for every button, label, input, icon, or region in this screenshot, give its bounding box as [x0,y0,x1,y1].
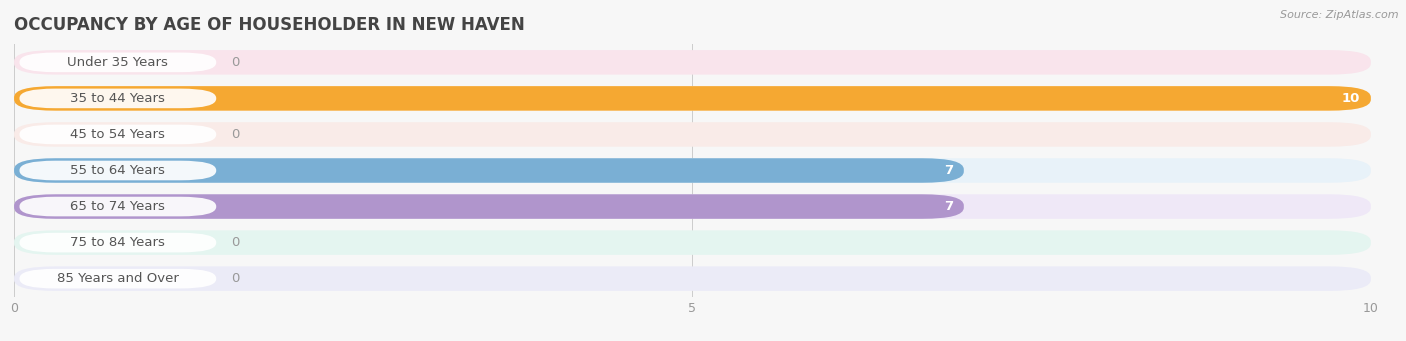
FancyBboxPatch shape [14,266,1371,291]
Text: 0: 0 [231,128,239,141]
FancyBboxPatch shape [14,86,1371,111]
FancyBboxPatch shape [20,161,217,180]
Text: 65 to 74 Years: 65 to 74 Years [70,200,166,213]
Text: 35 to 44 Years: 35 to 44 Years [70,92,166,105]
Text: 0: 0 [231,56,239,69]
Text: 85 Years and Over: 85 Years and Over [56,272,179,285]
Text: Under 35 Years: Under 35 Years [67,56,169,69]
Text: 75 to 84 Years: 75 to 84 Years [70,236,166,249]
Text: 0: 0 [231,272,239,285]
Text: 10: 10 [1341,92,1360,105]
FancyBboxPatch shape [20,233,217,252]
Text: Source: ZipAtlas.com: Source: ZipAtlas.com [1281,10,1399,20]
FancyBboxPatch shape [14,194,965,219]
FancyBboxPatch shape [20,53,217,72]
FancyBboxPatch shape [20,89,217,108]
FancyBboxPatch shape [14,158,965,183]
FancyBboxPatch shape [14,122,1371,147]
FancyBboxPatch shape [14,86,1371,111]
Text: 45 to 54 Years: 45 to 54 Years [70,128,166,141]
FancyBboxPatch shape [20,125,217,144]
FancyBboxPatch shape [14,194,1371,219]
FancyBboxPatch shape [14,50,1371,75]
FancyBboxPatch shape [14,230,1371,255]
Text: 7: 7 [943,164,953,177]
Text: 7: 7 [943,200,953,213]
FancyBboxPatch shape [14,158,1371,183]
Text: 55 to 64 Years: 55 to 64 Years [70,164,166,177]
Text: OCCUPANCY BY AGE OF HOUSEHOLDER IN NEW HAVEN: OCCUPANCY BY AGE OF HOUSEHOLDER IN NEW H… [14,16,524,34]
Text: 0: 0 [231,236,239,249]
FancyBboxPatch shape [20,269,217,288]
FancyBboxPatch shape [20,197,217,216]
